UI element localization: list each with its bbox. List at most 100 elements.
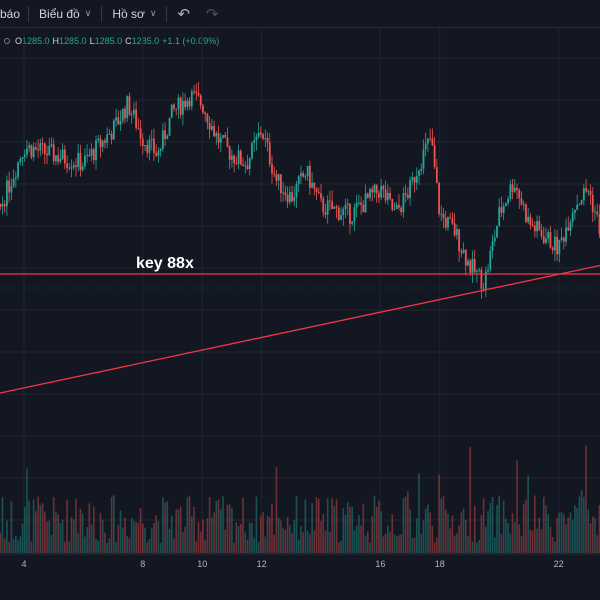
candle-body <box>427 138 429 144</box>
candle-body <box>110 134 113 140</box>
volume-bar <box>41 503 44 553</box>
volume-bar <box>496 505 498 553</box>
undo-button[interactable]: ↶ <box>167 0 200 28</box>
volume-bar <box>90 524 93 553</box>
candle-body <box>533 225 536 232</box>
volume-bar <box>440 498 443 553</box>
candle-body <box>542 236 545 243</box>
volume-bar <box>598 504 600 553</box>
candle-body <box>362 204 365 213</box>
volume-bar <box>46 521 48 553</box>
candle-body <box>553 236 556 251</box>
volume-bar <box>562 514 565 553</box>
volume-bar <box>380 511 382 553</box>
candle-body <box>246 165 249 170</box>
candle-body <box>433 145 436 168</box>
candle-body <box>121 108 124 121</box>
volume-bar <box>121 527 124 553</box>
volume-bar <box>516 460 518 553</box>
volume-bar <box>75 499 77 553</box>
candle-body <box>308 165 311 188</box>
candle-body <box>498 207 501 226</box>
volume-bar <box>128 538 131 553</box>
candle-body <box>538 221 541 230</box>
candle-body <box>170 104 173 118</box>
candle-body <box>99 138 102 147</box>
volume-bar <box>61 519 64 553</box>
candle-body <box>438 182 440 214</box>
candle-body <box>398 204 400 208</box>
volume-bar <box>453 535 456 553</box>
volume-bar <box>493 537 496 553</box>
volume-bar <box>362 503 365 553</box>
candle-body <box>349 203 351 224</box>
candle-body <box>137 127 140 129</box>
volume-bar <box>547 514 550 553</box>
volume-bar <box>309 534 311 553</box>
candle-body <box>560 237 563 241</box>
candle-body <box>462 249 465 253</box>
candle-body <box>444 217 447 228</box>
volume-bar <box>199 531 202 553</box>
candle-body <box>259 132 262 135</box>
candle-body <box>184 100 187 108</box>
volume-bar <box>52 496 55 553</box>
candle-body <box>190 91 193 107</box>
profile-menu-label: Hồ sơ <box>112 6 145 21</box>
candle-body <box>208 122 211 130</box>
volume-bar <box>485 526 487 553</box>
volume-bar <box>208 497 211 553</box>
candle-body <box>585 188 587 192</box>
volume-bar <box>591 516 594 553</box>
chart-menu[interactable]: Biểu đồ ∨ <box>29 0 101 28</box>
volume-bar <box>576 507 578 553</box>
profile-menu[interactable]: Hồ sơ ∨ <box>102 0 166 28</box>
volume-bar <box>271 503 273 553</box>
candle-body <box>453 223 456 236</box>
candle-body <box>153 138 155 154</box>
candle-body <box>237 150 240 164</box>
volume-bar <box>77 532 80 553</box>
volume-bar <box>157 521 160 553</box>
toolbar-divider <box>28 5 30 22</box>
volume-bar <box>518 524 521 553</box>
volume-bar <box>173 538 175 553</box>
candle-body <box>217 133 220 143</box>
volume-bar <box>531 530 534 553</box>
candle-body <box>304 176 307 178</box>
alert-menu[interactable]: báo <box>0 0 28 28</box>
time-axis-label: 8 <box>140 559 145 569</box>
candle-body <box>231 155 233 160</box>
volume-bar <box>28 500 30 553</box>
volume-bar <box>81 513 84 553</box>
candle-body <box>536 221 538 232</box>
candle-body <box>126 96 129 119</box>
candle-body <box>228 146 231 160</box>
candle-body <box>525 204 527 222</box>
volume-bar <box>589 523 592 553</box>
candle-body <box>177 97 180 110</box>
volume-bar <box>329 531 331 553</box>
close-value: 1285.0 <box>131 36 160 46</box>
candle-body <box>1 204 4 207</box>
candle-body <box>326 200 329 215</box>
volume-bar <box>43 511 46 553</box>
candle-body <box>195 91 198 93</box>
volume-bar <box>395 536 398 553</box>
candle-body <box>175 108 178 110</box>
redo-button[interactable]: ↷ <box>200 0 225 28</box>
candle-body <box>148 139 151 153</box>
candle-body <box>37 149 40 151</box>
volume-bar <box>64 541 66 553</box>
volume-bar <box>578 496 581 553</box>
candle-body <box>79 152 82 171</box>
candle-body <box>268 142 271 165</box>
candle-body <box>378 192 380 198</box>
volume-bar <box>315 497 318 553</box>
candle-body <box>484 271 487 289</box>
volume-bar <box>389 531 391 553</box>
candle-body <box>46 153 48 156</box>
candle-body <box>193 91 195 93</box>
candle-body <box>469 260 472 273</box>
